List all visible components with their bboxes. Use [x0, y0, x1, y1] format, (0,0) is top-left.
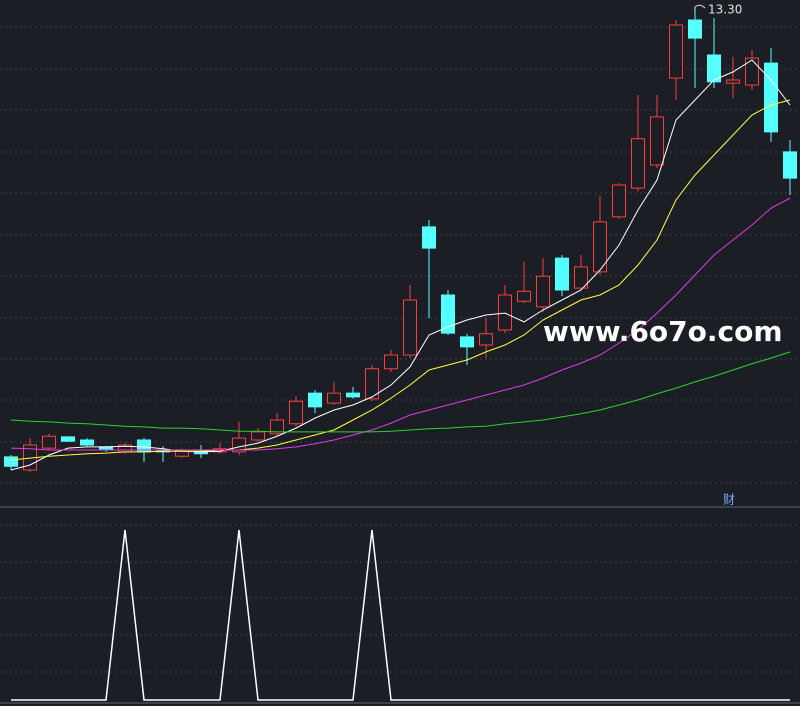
- moving-average-line: [10, 99, 791, 461]
- price-panel: [4, 8, 797, 472]
- candle-body: [61, 436, 75, 442]
- candle-body: [783, 151, 797, 179]
- candle-body: [707, 54, 721, 83]
- candle-body: [669, 24, 683, 79]
- candle-body: [726, 79, 740, 84]
- watermark: www.6o7o.com: [543, 315, 783, 348]
- signal-line: [11, 529, 790, 701]
- candle-body: [631, 138, 645, 189]
- candle-body: [574, 266, 588, 289]
- candle-body: [612, 184, 626, 218]
- candle-body: [460, 336, 474, 348]
- candle-body: [536, 275, 550, 308]
- high-marker: [694, 4, 706, 12]
- candle-body: [555, 257, 569, 291]
- candle-body: [517, 290, 531, 302]
- candle-body: [289, 400, 303, 425]
- candle-body: [232, 437, 246, 453]
- note-label: 财: [723, 493, 735, 507]
- candle-body: [4, 456, 18, 467]
- moving-average-line: [10, 59, 791, 471]
- candle-body: [764, 62, 778, 133]
- candle-body: [593, 221, 607, 273]
- candle-body: [498, 294, 512, 331]
- candle-body: [42, 435, 56, 449]
- candle-body: [422, 226, 436, 249]
- candle-body: [441, 294, 455, 334]
- candle-body: [80, 439, 94, 446]
- candle-body: [251, 431, 265, 441]
- candle-body: [365, 368, 379, 400]
- moving-average-line: [10, 197, 791, 451]
- candle-body: [650, 116, 664, 166]
- high-label: 13.30: [708, 3, 742, 17]
- candle-body: [688, 19, 702, 39]
- candle-body: [384, 354, 398, 370]
- candle-body: [308, 392, 322, 408]
- candle-body: [270, 419, 284, 435]
- candle-body: [327, 392, 341, 404]
- candle-body: [346, 392, 360, 398]
- moving-average-line: [10, 351, 791, 433]
- candle-body: [479, 333, 493, 346]
- candle-body: [403, 299, 417, 356]
- grid: [0, 26, 800, 673]
- signal-panel: [11, 529, 790, 701]
- candle-body: [745, 57, 759, 86]
